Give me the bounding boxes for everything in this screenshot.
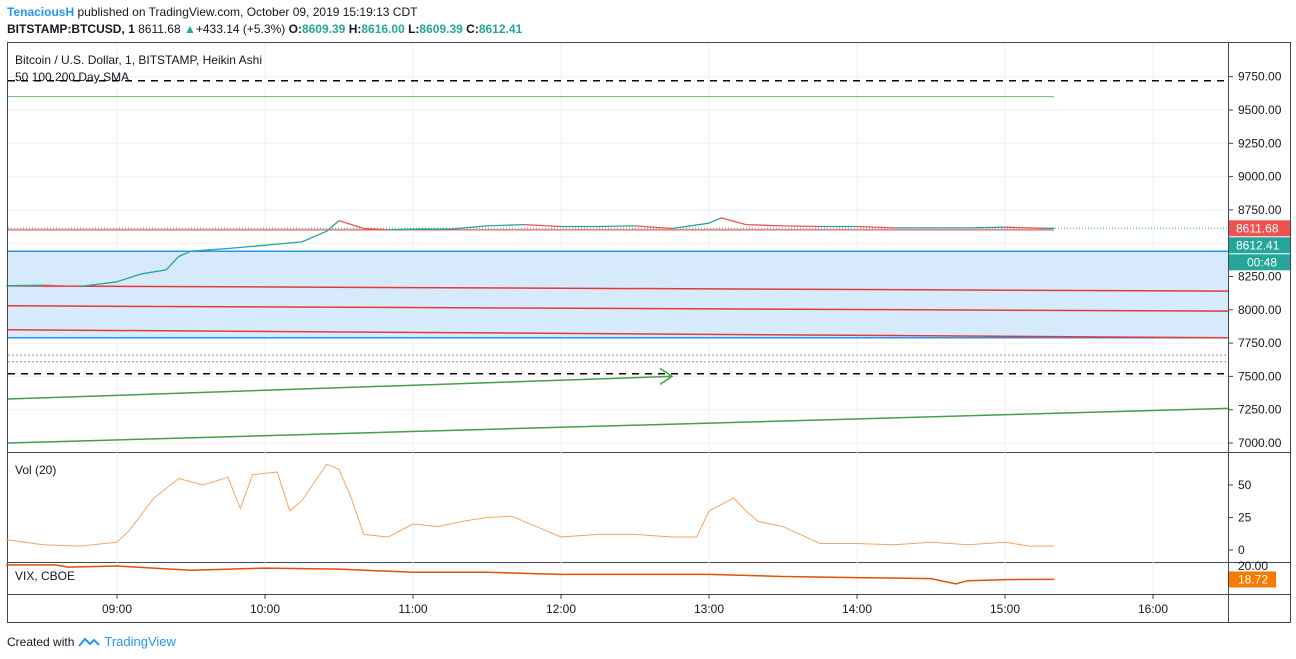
green-arrow-trendline[interactable]: [7, 375, 673, 400]
price-tick-label: 8750.00: [1238, 203, 1282, 217]
price-tick-label: 7000.00: [1238, 436, 1282, 450]
close-price-badge: [1229, 237, 1290, 254]
price-label-close: 8612.41: [1229, 237, 1290, 254]
time-tick-label: 15:00: [990, 602, 1020, 616]
price-tick-label: 7750.00: [1238, 336, 1282, 350]
price-label-last: 8611.68: [1229, 220, 1290, 237]
author-name[interactable]: TenaciousH: [7, 5, 75, 19]
high-value: 8616.00: [361, 22, 405, 36]
vix-value-badge-text: 18.72: [1238, 572, 1268, 586]
red-trendline-1[interactable]: [7, 285, 1229, 292]
vix-axis[interactable]: 20.00: [1238, 559, 1268, 573]
price-tick-label: 9000.00: [1238, 170, 1282, 184]
vol-tick-label: 50: [1238, 478, 1252, 492]
vol-tick-label: 0: [1238, 543, 1245, 557]
close-value: 8612.41: [478, 22, 523, 36]
time-tick-label: 13:00: [694, 602, 724, 616]
vol-axis[interactable]: 50 25 0: [1228, 478, 1252, 557]
price-tick-label: 9750.00: [1238, 70, 1282, 84]
time-tick-label: 16:00: [1138, 602, 1168, 616]
price-tick-label: 9500.00: [1238, 103, 1282, 117]
vix-value-badge: [1229, 571, 1276, 588]
price-tick-label: 7500.00: [1238, 369, 1282, 383]
open-value: 8609.39: [301, 22, 346, 36]
support-zone: [8, 251, 1228, 338]
time-tick-label: 09:00: [102, 602, 132, 616]
vol-pane-title: Vol (20): [15, 463, 56, 477]
price-tick-label: 9250.00: [1238, 136, 1282, 150]
price-tick-label: 8000.00: [1238, 303, 1282, 317]
chart-frame: [7, 42, 1291, 623]
symbol-info: BITSTAMP:BTCUSD, 1 8611.68 ▲+433.14 (+5.…: [7, 22, 522, 36]
time-tick-label: 10:00: [250, 602, 280, 616]
up-arrow-icon: ▲: [183, 22, 196, 36]
vix-tick-label: 20.00: [1238, 559, 1268, 573]
volume-series: [5, 463, 1055, 547]
close-label: C:: [466, 22, 479, 36]
created-with-text: Created with: [7, 634, 75, 649]
vol-tick-label: 25: [1238, 511, 1252, 525]
tradingview-logo-icon[interactable]: [78, 636, 101, 648]
main-pane-title: Bitcoin / U.S. Dollar, 1, BITSTAMP, Heik…: [15, 53, 262, 67]
price-series-up: [5, 217, 1055, 288]
last-price: 8611.68: [138, 22, 181, 36]
red-trendline-3[interactable]: [7, 329, 1229, 339]
symbol-line: BITSTAMP:BTCUSD, 1: [7, 22, 135, 36]
open-label: O:: [288, 22, 302, 36]
low-label: L:: [408, 22, 420, 36]
price-tick-label: 8250.00: [1238, 270, 1282, 284]
time-axis[interactable]: 09:00 10:00 11:00 12:00 13:00 14:00 15:00 16:00: [102, 594, 1168, 616]
time-tick-label: 14:00: [842, 602, 872, 616]
arrow-head-icon: [659, 367, 674, 386]
high-label: H:: [348, 22, 362, 36]
sma-legend: 50 100 200 Day SMA: [15, 70, 129, 84]
price-change: +433.14 (+5.3%): [195, 22, 286, 36]
last-price-badge: [1229, 220, 1290, 237]
time-tick-label: 12:00: [546, 602, 576, 616]
red-trendline-2[interactable]: [7, 305, 1229, 312]
price-tick-label: 7250.00: [1238, 403, 1282, 417]
low-value: 8609.39: [419, 22, 463, 36]
publish-info: TenaciousH published on TradingView.com,…: [7, 5, 417, 19]
published-text: published on TradingView.com, October 09…: [77, 5, 418, 19]
tradingview-brand[interactable]: TradingView: [104, 634, 176, 649]
footer: Created with TradingView: [7, 634, 176, 649]
vix-pane-title: VIX, CBOE: [15, 569, 75, 583]
price-series-down: [42, 217, 1043, 288]
countdown-badge: [1229, 254, 1290, 271]
close-price-badge-text: 8612.41: [1236, 238, 1280, 252]
green-trendline[interactable]: [7, 407, 1229, 444]
time-tick-label: 11:00: [398, 602, 427, 616]
last-price-badge-text: 8611.68: [1236, 221, 1279, 235]
bar-countdown: 00:48: [1247, 255, 1277, 269]
vix-series: [6, 564, 1055, 585]
